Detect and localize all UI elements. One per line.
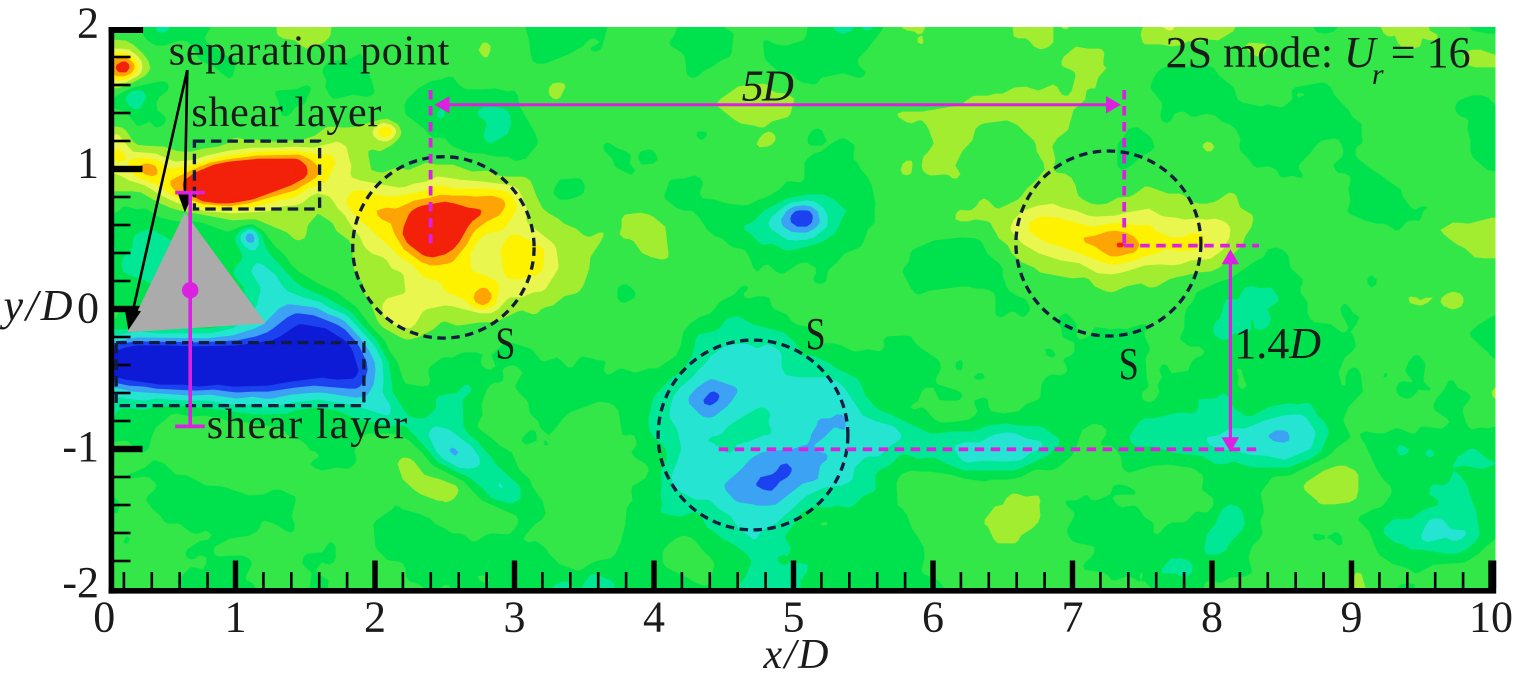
svg-text:6: 6 — [922, 593, 944, 642]
svg-text:S: S — [1119, 339, 1139, 389]
svg-text:4: 4 — [643, 593, 665, 642]
svg-text:2: 2 — [364, 593, 386, 642]
svg-text:5D: 5D — [742, 61, 794, 110]
svg-text:1.4D: 1.4D — [1234, 319, 1321, 368]
svg-text:9: 9 — [1341, 593, 1363, 642]
svg-text:2: 2 — [77, 0, 99, 48]
svg-text:7: 7 — [1062, 593, 1084, 642]
svg-text:S: S — [806, 309, 826, 359]
svg-text:separation point: separation point — [169, 29, 450, 75]
svg-text:1: 1 — [225, 593, 247, 642]
svg-text:0: 0 — [93, 593, 115, 642]
svg-text:0: 0 — [77, 283, 99, 332]
svg-text:shear layer: shear layer — [191, 90, 381, 136]
svg-text:-2: -2 — [62, 558, 99, 607]
svg-text:U: U — [1344, 28, 1379, 77]
svg-text:-1: -1 — [62, 422, 99, 471]
svg-text:1: 1 — [77, 139, 99, 188]
svg-text:2S mode:: 2S mode: — [1166, 28, 1333, 77]
svg-text:x/D: x/D — [763, 632, 829, 678]
svg-text:= 16: = 16 — [1391, 28, 1471, 77]
svg-text:shear layer: shear layer — [207, 402, 408, 448]
svg-text:10: 10 — [1469, 593, 1513, 642]
svg-text:3: 3 — [504, 593, 526, 642]
svg-text:S: S — [495, 318, 515, 368]
svg-text:r: r — [1372, 58, 1384, 91]
svg-text:8: 8 — [1201, 593, 1223, 642]
svg-text:5: 5 — [783, 593, 805, 642]
svg-text:y/D: y/D — [0, 281, 73, 330]
